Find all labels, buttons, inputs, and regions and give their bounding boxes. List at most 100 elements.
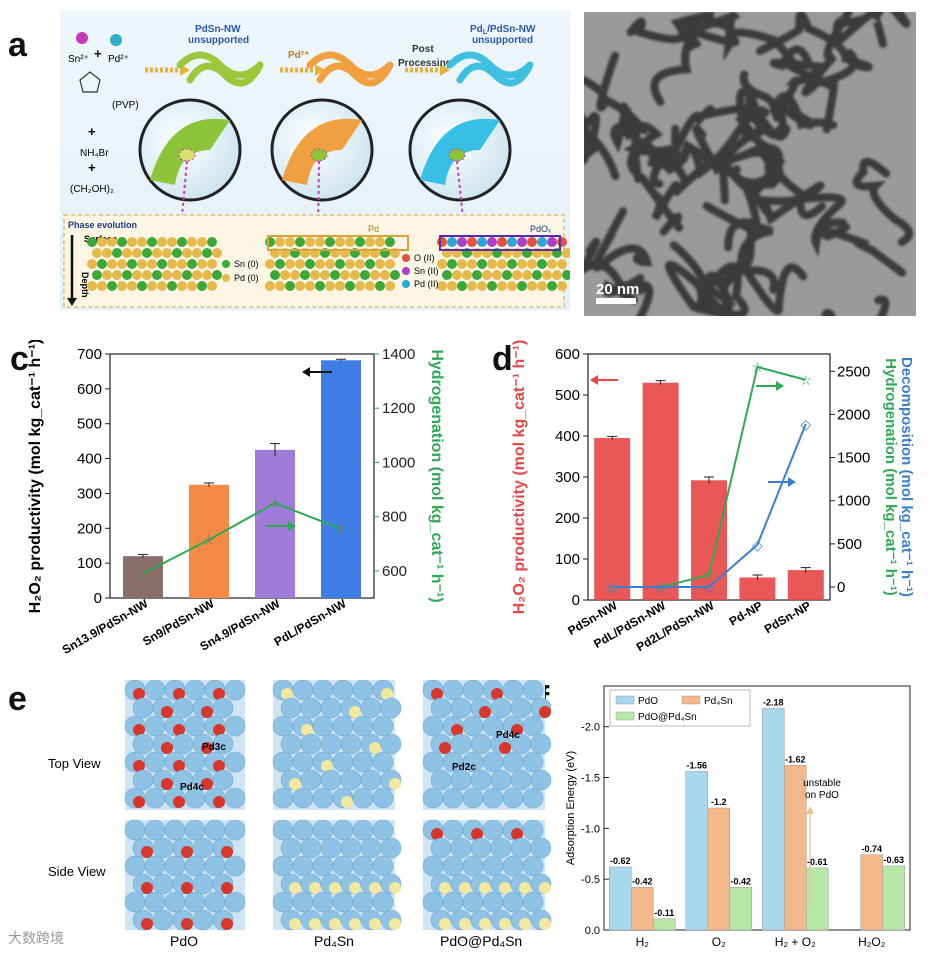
atom: [152, 270, 162, 280]
atom: [207, 237, 217, 247]
y2-tick-label: 1200: [382, 400, 415, 417]
nanowire-strand: [820, 223, 907, 277]
atom: [312, 787, 334, 809]
y-tick-label: -0.5: [581, 874, 600, 886]
site-label-pd4c: Pd4c: [180, 782, 204, 793]
atom-highlight: [519, 918, 531, 930]
atom-highlight: [173, 796, 185, 808]
atom-highlight: [369, 742, 381, 754]
atom-highlight: [161, 778, 173, 790]
zoom-circle-1: [138, 98, 242, 202]
decomposition-line: [612, 423, 807, 589]
atom: [157, 259, 167, 269]
pdox-layer-box: [439, 235, 561, 251]
nanowire-strand: [665, 260, 749, 316]
atom: [457, 259, 467, 269]
nanowire-2: [306, 51, 394, 87]
y-tick-label: 300: [77, 485, 102, 502]
atom: [447, 259, 457, 269]
atom: [224, 715, 246, 737]
nanowire-strand: [769, 92, 838, 130]
atom: [122, 248, 132, 258]
atom: [547, 237, 557, 247]
atom: [300, 733, 322, 755]
atom: [557, 281, 567, 291]
atom: [270, 270, 280, 280]
atom: [380, 733, 402, 755]
y-tick-label: -2.0: [581, 722, 600, 734]
atom: [144, 819, 166, 841]
atom: [172, 733, 194, 755]
annotation-line-2: on PdO: [805, 790, 839, 801]
atom: [430, 837, 452, 859]
nanowire-1: [176, 51, 264, 87]
y2-tick-label: 1000: [382, 454, 415, 471]
atom: [280, 733, 302, 755]
atom: [295, 259, 305, 269]
atom: [144, 680, 166, 701]
atom: [224, 680, 246, 701]
atom: [272, 715, 294, 737]
atom: [102, 248, 112, 258]
atom: [197, 237, 207, 247]
atom-highlight: [329, 882, 341, 894]
atom: [164, 891, 186, 913]
atom: [522, 891, 544, 913]
atom: [470, 837, 492, 859]
atom: [372, 855, 394, 877]
atom: [272, 751, 294, 773]
atom: [162, 248, 172, 258]
atom: [332, 751, 354, 773]
atom: [292, 891, 314, 913]
col-label-pd4sn: Pd₄Sn: [314, 933, 354, 949]
atom: [552, 270, 562, 280]
row-label-top: Top View: [48, 756, 101, 771]
atom: [335, 259, 345, 269]
atom-highlight: [141, 846, 153, 858]
nanowire-strand: [591, 207, 653, 272]
atom: [380, 837, 402, 859]
nanowire-strand: [596, 51, 649, 154]
data-label: -0.11: [654, 908, 674, 918]
atom: [437, 281, 447, 291]
y-tick-label: 600: [77, 381, 102, 398]
atom: [147, 237, 157, 247]
reagent-pd: Pd²⁺: [108, 54, 129, 65]
data-label: -0.63: [883, 855, 904, 865]
nanowire-3: [446, 51, 534, 87]
decomposition-line-marker: ◇: [655, 579, 666, 595]
atom: [112, 248, 122, 258]
plus-2: +: [88, 124, 96, 139]
y2-tick-label: 1500: [837, 450, 870, 467]
y-tick-label: 0.0: [585, 925, 600, 937]
nanowire-strand: [584, 237, 645, 304]
atom: [352, 715, 374, 737]
data-label: -0.62: [610, 856, 631, 866]
y2-tick-label: 2000: [837, 406, 870, 423]
bar: [653, 918, 676, 931]
reagent-nh4br: NH₄Br: [80, 148, 109, 159]
atom: [365, 281, 375, 291]
atom: [312, 819, 334, 841]
post-processing-label: Post Processing: [398, 44, 452, 69]
y-axis-label: H₂O₂ productivity (mol kg_cat⁻¹ h⁻¹): [27, 340, 44, 613]
stage3-label: PdL/PdSn-NW unsupported: [470, 24, 536, 46]
atom: [450, 697, 472, 719]
atom-highlight: [213, 724, 225, 736]
atom: [164, 855, 186, 877]
atom: [212, 270, 222, 280]
atom: [172, 248, 182, 258]
bar: [762, 708, 785, 931]
atom: [450, 733, 472, 755]
plot-frame: [109, 353, 375, 599]
y-tick-label: 400: [555, 428, 580, 445]
atom: [522, 787, 544, 809]
legend-label: Pd₄Sn: [704, 696, 733, 707]
data-label: -1.2: [711, 797, 727, 807]
site-label-pd4c-2: Pd4c: [496, 730, 520, 741]
atom: [422, 715, 444, 737]
atom: [315, 237, 325, 247]
atom: [527, 259, 537, 269]
atom: [332, 855, 354, 877]
atom: [124, 819, 146, 841]
